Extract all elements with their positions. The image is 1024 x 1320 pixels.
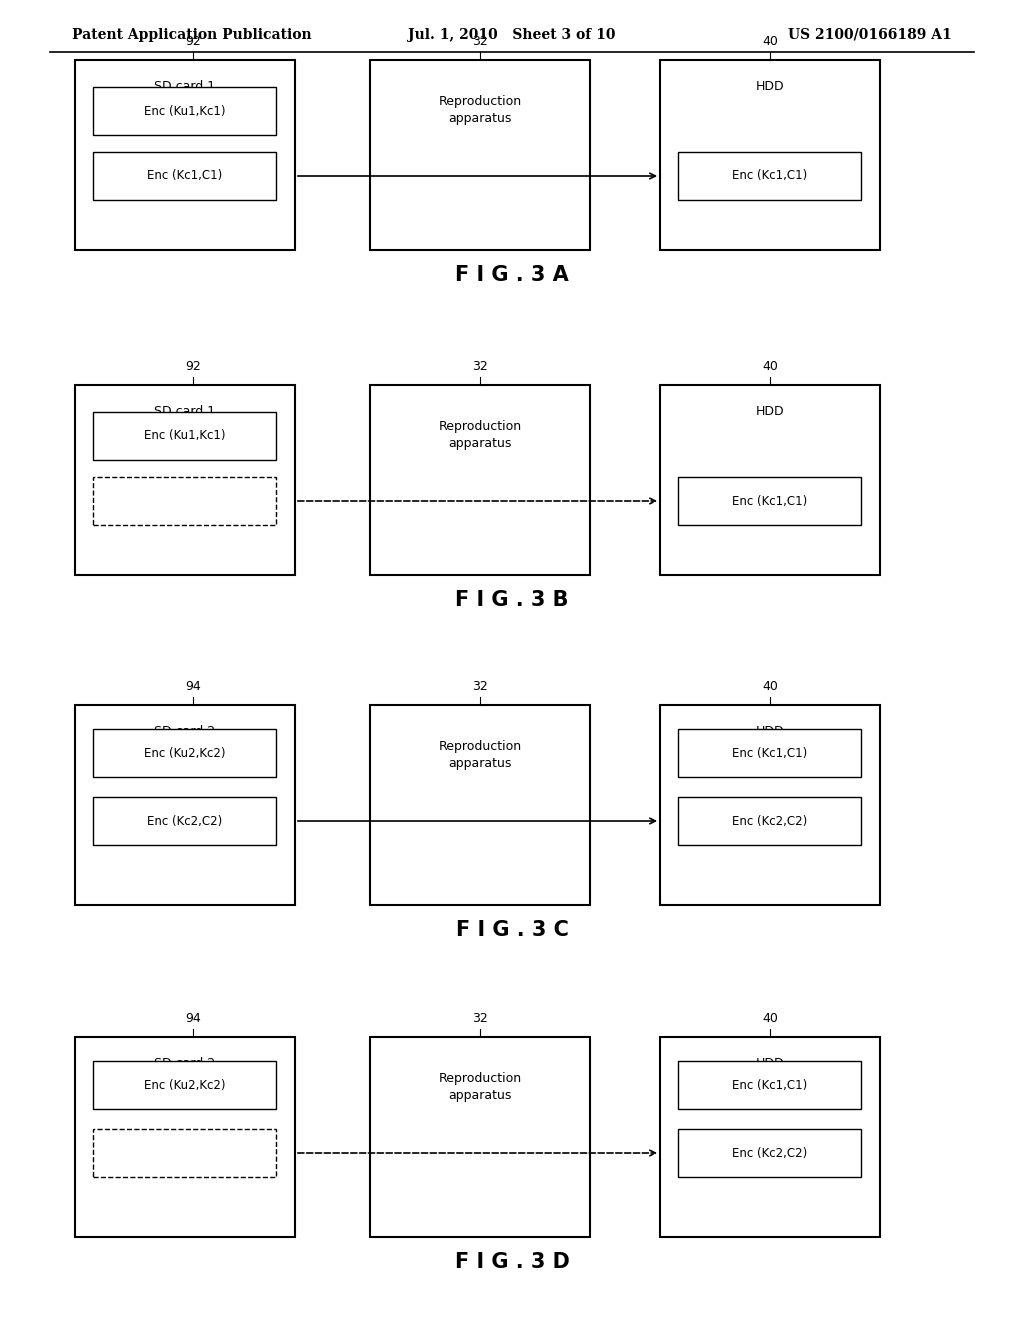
Text: F I G . 3 A: F I G . 3 A (455, 265, 569, 285)
Bar (75, 705, 295, 906)
Text: Enc (Ku2,Kc2): Enc (Ku2,Kc2) (143, 747, 225, 759)
Text: Enc (Ku1,Kc1): Enc (Ku1,Kc1) (143, 104, 225, 117)
Bar (93, 729, 276, 777)
Text: Enc (Kc1,C1): Enc (Kc1,C1) (146, 169, 222, 182)
Bar (370, 705, 590, 906)
Bar (370, 1038, 590, 1237)
Text: HDD: HDD (756, 405, 784, 418)
Text: HDD: HDD (756, 725, 784, 738)
Bar (93, 412, 276, 459)
Text: SD card 1: SD card 1 (155, 405, 216, 418)
Text: Enc (Kc2,C2): Enc (Kc2,C2) (732, 814, 807, 828)
Text: 94: 94 (185, 1012, 201, 1026)
Text: Jul. 1, 2010   Sheet 3 of 10: Jul. 1, 2010 Sheet 3 of 10 (409, 28, 615, 42)
Text: Reproduction
apparatus: Reproduction apparatus (438, 95, 521, 125)
Bar (678, 152, 861, 201)
Text: SD card 2: SD card 2 (155, 725, 216, 738)
Bar (660, 1038, 880, 1237)
Text: Reproduction
apparatus: Reproduction apparatus (438, 1072, 521, 1102)
Bar (678, 1129, 861, 1177)
Bar (75, 1038, 295, 1237)
Bar (370, 59, 590, 249)
Text: Reproduction
apparatus: Reproduction apparatus (438, 741, 521, 770)
Text: 40: 40 (762, 680, 778, 693)
Bar (93, 152, 276, 201)
Bar (75, 59, 295, 249)
Bar (93, 87, 276, 135)
Text: US 2100/0166189 A1: US 2100/0166189 A1 (788, 28, 952, 42)
Bar (93, 1129, 276, 1177)
Text: Enc (Kc1,C1): Enc (Kc1,C1) (732, 747, 807, 759)
Text: 94: 94 (185, 680, 201, 693)
Text: F I G . 3 B: F I G . 3 B (456, 590, 568, 610)
Text: Enc (Ku1,Kc1): Enc (Ku1,Kc1) (143, 429, 225, 442)
Text: 40: 40 (762, 1012, 778, 1026)
Bar (678, 797, 861, 845)
Bar (93, 477, 276, 525)
Text: 32: 32 (472, 1012, 487, 1026)
Bar (660, 59, 880, 249)
Text: 92: 92 (185, 36, 201, 48)
Bar (75, 385, 295, 576)
Text: SD card 2: SD card 2 (155, 1057, 216, 1071)
Text: Enc (Kc2,C2): Enc (Kc2,C2) (732, 1147, 807, 1159)
Text: 32: 32 (472, 680, 487, 693)
Text: 40: 40 (762, 360, 778, 374)
Bar (678, 477, 861, 525)
Bar (370, 385, 590, 576)
Text: F I G . 3 D: F I G . 3 D (455, 1251, 569, 1272)
Bar (678, 1061, 861, 1109)
Bar (660, 705, 880, 906)
Text: 32: 32 (472, 360, 487, 374)
Bar (93, 1061, 276, 1109)
Text: Enc (Kc1,C1): Enc (Kc1,C1) (732, 1078, 807, 1092)
Text: Enc (Ku2,Kc2): Enc (Ku2,Kc2) (143, 1078, 225, 1092)
Bar (678, 729, 861, 777)
Text: Enc (Kc1,C1): Enc (Kc1,C1) (732, 495, 807, 507)
Text: F I G . 3 C: F I G . 3 C (456, 920, 568, 940)
Text: SD card 1: SD card 1 (155, 81, 216, 92)
Bar (660, 385, 880, 576)
Text: HDD: HDD (756, 1057, 784, 1071)
Text: Reproduction
apparatus: Reproduction apparatus (438, 420, 521, 450)
Text: 32: 32 (472, 36, 487, 48)
Text: Enc (Kc2,C2): Enc (Kc2,C2) (146, 814, 222, 828)
Text: 92: 92 (185, 360, 201, 374)
Text: HDD: HDD (756, 81, 784, 92)
Bar (93, 797, 276, 845)
Text: Patent Application Publication: Patent Application Publication (72, 28, 311, 42)
Text: 40: 40 (762, 36, 778, 48)
Text: Enc (Kc1,C1): Enc (Kc1,C1) (732, 169, 807, 182)
